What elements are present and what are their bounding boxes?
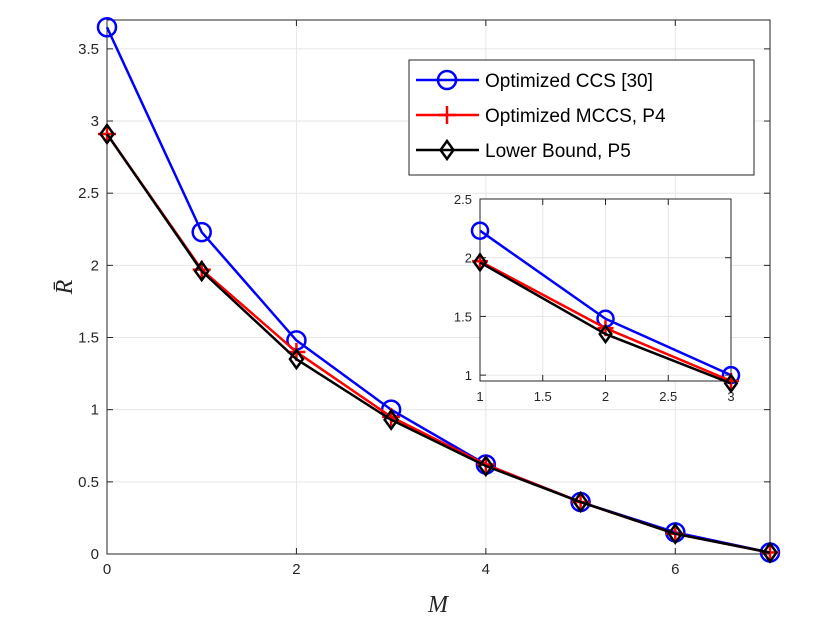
main-point-lower-bound-p5: [761, 541, 779, 564]
inset-chart: 1 1.5 2 2.5 3 1 1.5 2 2.5: [454, 192, 741, 404]
y-axis-label: R̄: [52, 279, 78, 295]
main-point-lower-bound-p5: [572, 490, 589, 514]
main-ticks: 0 2 4 6 0 0.5 1 1.5 2 2.5 3 3.5: [78, 20, 770, 578]
main-point-lower-bound-p5: [193, 259, 210, 283]
main-point-lower-bound-p5: [667, 522, 684, 545]
main-y-tick-label: 2: [91, 257, 99, 274]
inset-point-lower-bound-p5: [598, 323, 613, 345]
inset-y-tick-label: 1: [465, 368, 472, 383]
main-plot-frame: [106, 19, 771, 555]
main-y-tick-label: 3: [91, 113, 99, 130]
main-x-tick-label: 2: [292, 561, 300, 578]
inset-series: [470, 221, 741, 394]
legend-label: Optimized CCS [30]: [485, 71, 653, 92]
legend-label: Lower Bound, P5: [485, 141, 631, 162]
main-x-tick-label: 6: [671, 561, 679, 578]
inset-ticks: 1 1.5 2 2.5 3 1 1.5 2 2.5: [454, 192, 735, 404]
main-y-tick-label: 3.5: [78, 41, 99, 58]
legend-swatch-marker: [436, 69, 458, 91]
main-point-lower-bound-p5: [98, 122, 116, 146]
inset-series-line-optimized-ccs-30: [479, 229, 732, 377]
legend-swatch-marker: [438, 106, 456, 124]
inset-point-lower-bound-p5: [472, 252, 488, 273]
legend-entries: Optimized CCS [30] Optimized MCCS, P4 Lowe…: [416, 69, 666, 162]
main-point-lower-bound-p5: [477, 454, 494, 478]
legend-entry-optimized-ccs-30: Optimized CCS [30]: [416, 69, 653, 92]
legend-entry-lower-bound-p5: Lower Bound, P5: [416, 138, 631, 162]
main-y-tick-label: 1.5: [78, 330, 99, 347]
main-point-optimized-ccs-30: [191, 221, 212, 243]
inset-y-tick-label: 2: [465, 251, 472, 266]
main-x-tick-label: 4: [482, 561, 490, 578]
legend-label: Optimized MCCS, P4: [485, 106, 666, 127]
inset-x-tick-label: 2.5: [659, 389, 677, 404]
legend-entry-optimized-mccs-p4: Optimized MCCS, P4: [416, 106, 666, 127]
main-y-tick-label: 0.5: [78, 474, 99, 491]
inset-x-tick-label: 1.5: [534, 389, 552, 404]
main-y-tick-label: 0: [91, 546, 99, 563]
main-series: [96, 16, 781, 564]
main-point-optimized-ccs-30: [96, 16, 118, 38]
main-point-lower-bound-p5: [383, 408, 400, 431]
inset-x-tick-label: 2: [602, 389, 609, 404]
inset-series-line-lower-bound-p5: [479, 261, 732, 385]
main-series-line-lower-bound-p5: [105, 133, 771, 554]
main-x-tick-label: 0: [103, 561, 111, 578]
inset-point-optimized-ccs-30: [470, 221, 490, 240]
inset-x-tick-label: 1: [476, 389, 483, 404]
main-y-tick-label: 1: [91, 402, 99, 419]
main-point-lower-bound-p5: [288, 348, 305, 371]
legend-swatch-marker: [438, 138, 456, 162]
inset-y-tick-label: 2.5: [454, 192, 472, 207]
legend: Optimized CCS [30] Optimized MCCS, P4 Lowe…: [408, 59, 755, 176]
inset-point-lower-bound-p5: [723, 373, 739, 394]
inset-y-tick-label: 1.5: [454, 309, 472, 324]
main-y-tick-label: 2.5: [78, 185, 99, 202]
x-axis-label: M: [427, 592, 450, 618]
inset-x-tick-label: 3: [727, 389, 734, 404]
